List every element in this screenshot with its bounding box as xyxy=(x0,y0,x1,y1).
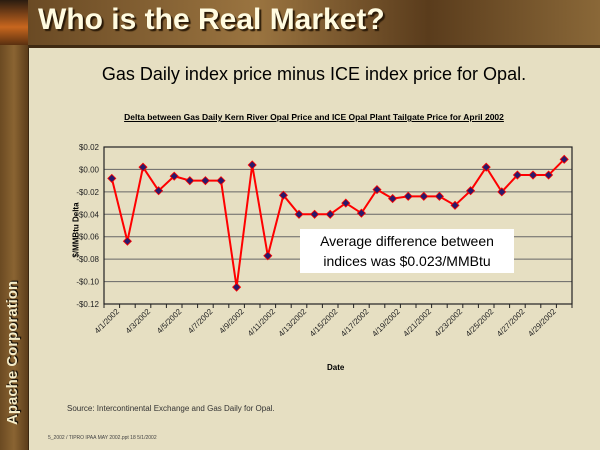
x-tick-label: 4/5/2002 xyxy=(155,307,184,336)
x-tick-label: 4/7/2002 xyxy=(186,307,215,336)
x-tick-label: 4/21/2002 xyxy=(401,307,433,339)
footer-note: 5_2002 / TIPRO IPAA MAY 2002.ppt 18 5/1/… xyxy=(48,435,157,441)
data-point xyxy=(107,173,117,183)
x-tick-label: 4/3/2002 xyxy=(124,307,153,336)
data-point xyxy=(544,170,554,180)
data-point xyxy=(154,186,164,196)
y-axis-label: $/MMBtu Delta xyxy=(71,202,81,258)
slide-subtitle: Gas Daily index price minus ICE index pr… xyxy=(101,64,527,84)
x-tick-label: 4/25/2002 xyxy=(464,307,496,339)
data-point xyxy=(325,209,335,219)
x-tick-label: 4/23/2002 xyxy=(433,307,465,339)
average-callout: Average difference between indices was $… xyxy=(300,229,514,273)
x-tick-label: 4/27/2002 xyxy=(495,307,527,339)
data-point xyxy=(232,282,242,292)
data-point xyxy=(372,185,382,195)
y-tick-label: -$0.06 xyxy=(76,233,99,242)
data-point xyxy=(512,170,522,180)
data-point xyxy=(200,176,210,186)
plot-area xyxy=(103,146,573,305)
data-point xyxy=(356,208,366,218)
y-tick-label: -$0.04 xyxy=(76,210,99,219)
data-point xyxy=(122,236,132,246)
data-point xyxy=(185,176,195,186)
data-point xyxy=(466,186,476,196)
data-point xyxy=(419,191,429,201)
x-tick-label: 4/13/2002 xyxy=(277,307,309,339)
header-bar xyxy=(28,0,600,48)
data-point xyxy=(294,209,304,219)
callout-line-1: Average difference between xyxy=(320,233,494,249)
x-tick-label: 4/29/2002 xyxy=(526,307,558,339)
y-tick-label: $0.00 xyxy=(79,165,100,174)
y-tick-label: -$0.08 xyxy=(76,255,99,264)
x-tick-label: 4/17/2002 xyxy=(339,307,371,339)
chart-title: Delta between Gas Daily Kern River Opal … xyxy=(124,112,504,122)
data-point xyxy=(278,190,288,200)
data-point xyxy=(138,162,148,172)
callout-line-2: indices was $0.023/MMBtu xyxy=(323,253,491,269)
slide-title: Who is the Real Market? xyxy=(38,3,385,36)
data-point xyxy=(388,194,398,204)
x-tick-label: 4/15/2002 xyxy=(308,307,340,339)
source-note: Source: Intercontinental Exchange and Ga… xyxy=(67,404,275,413)
data-point xyxy=(247,160,257,170)
x-tick-label: 4/19/2002 xyxy=(370,307,402,339)
oil-rig-logo-icon xyxy=(0,0,28,45)
data-point xyxy=(216,176,226,186)
data-point xyxy=(559,154,569,164)
x-axis-label: Date xyxy=(327,363,345,372)
data-point xyxy=(434,191,444,201)
y-tick-label: -$0.10 xyxy=(76,278,99,287)
data-point xyxy=(497,187,507,197)
data-point xyxy=(310,209,320,219)
x-tick-label: 4/11/2002 xyxy=(246,307,277,338)
data-point xyxy=(450,200,460,210)
data-point xyxy=(169,171,179,181)
y-tick-label: $0.02 xyxy=(79,143,100,152)
x-tick-label: 4/9/2002 xyxy=(217,307,246,336)
data-point xyxy=(528,170,538,180)
y-tick-label: -$0.12 xyxy=(76,300,99,309)
y-tick-label: -$0.02 xyxy=(76,188,99,197)
data-point xyxy=(263,251,273,261)
data-point xyxy=(341,198,351,208)
sidebar: Apache Corporation xyxy=(0,0,29,450)
data-point xyxy=(403,191,413,201)
data-point xyxy=(481,162,491,172)
x-tick-label: 4/1/2002 xyxy=(93,307,122,336)
